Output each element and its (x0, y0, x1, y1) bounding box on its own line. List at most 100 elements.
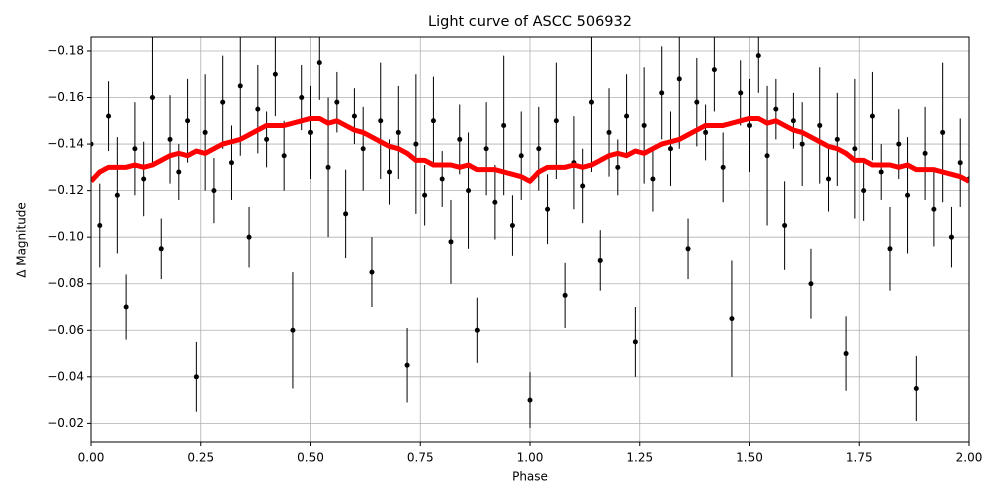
data-point (606, 129, 612, 135)
data-point (466, 188, 472, 194)
data-point (624, 113, 630, 119)
data-point (395, 129, 401, 135)
data-point (703, 129, 709, 135)
y-tick-label: −0.02 (47, 416, 84, 430)
data-point (747, 122, 752, 128)
data-point (922, 150, 928, 156)
y-tick-label: −0.08 (47, 276, 84, 290)
data-point (430, 118, 436, 124)
data-point (773, 106, 779, 112)
data-point (378, 118, 384, 124)
data-point (176, 169, 182, 175)
data-point (483, 146, 489, 152)
data-point (615, 164, 621, 170)
data-point (141, 176, 147, 182)
data-point (474, 327, 480, 333)
x-tick-label: 0.25 (187, 451, 214, 465)
binned-curve (91, 115, 969, 184)
data-point (834, 136, 840, 142)
y-axis-label: Δ Magnitude (15, 202, 29, 278)
data-point (106, 113, 112, 119)
data-point (720, 164, 726, 170)
data-point (685, 246, 691, 252)
data-point (711, 67, 717, 73)
data-point (632, 339, 638, 345)
data-point (518, 153, 524, 159)
data-point (334, 99, 340, 105)
data-point (931, 206, 937, 212)
data-point (492, 199, 498, 205)
x-tick-label: 2.00 (956, 451, 983, 465)
y-tick-label: −0.04 (47, 369, 84, 383)
y-tick-label: −0.18 (47, 43, 84, 57)
data-point (562, 292, 568, 298)
data-point (123, 304, 129, 310)
data-point (896, 141, 902, 147)
data-point (422, 192, 428, 198)
data-point (193, 374, 199, 380)
data-point (869, 113, 875, 119)
data-point (694, 99, 700, 105)
x-tick-label: 0.50 (297, 451, 324, 465)
data-point (887, 246, 893, 252)
data-point (536, 146, 542, 152)
data-point (764, 153, 770, 159)
data-point (790, 118, 796, 124)
data-point (439, 176, 445, 182)
data-point (316, 60, 322, 66)
data-point (509, 223, 515, 229)
data-point (158, 246, 164, 252)
data-point (448, 239, 454, 245)
data-point (948, 234, 954, 240)
data-point (588, 99, 594, 105)
data-point (220, 99, 226, 105)
data-point (799, 141, 805, 147)
x-axis-label: Phase (512, 470, 548, 484)
data-point (91, 141, 94, 147)
data-point (299, 95, 305, 101)
data-point (97, 223, 103, 229)
data-point (228, 160, 234, 166)
data-point (826, 176, 832, 182)
data-point (808, 281, 814, 287)
chart-title: Light curve of ASCC 506932 (428, 14, 632, 30)
data-point (281, 153, 287, 159)
data-point (237, 83, 243, 89)
data-point (264, 136, 270, 142)
data-point (843, 351, 849, 357)
y-tick-label: −0.12 (47, 183, 84, 197)
data-point (580, 183, 586, 189)
data-point (272, 71, 278, 77)
data-point (597, 257, 603, 263)
data-point (659, 90, 665, 96)
data-point (852, 146, 858, 152)
data-point (738, 90, 744, 96)
data-point (387, 169, 393, 175)
data-point (667, 146, 673, 152)
data-point (167, 136, 173, 142)
data-point (255, 106, 261, 112)
data-point (211, 188, 217, 194)
x-tick-label: 0.75 (407, 451, 434, 465)
data-point (501, 122, 507, 128)
data-point (755, 53, 761, 59)
data-point (782, 223, 788, 229)
x-tick-label: 1.00 (517, 451, 544, 465)
data-point (360, 146, 366, 152)
data-point (641, 122, 647, 128)
data-point (650, 176, 656, 182)
data-point (404, 362, 410, 368)
data-point (369, 269, 375, 275)
data-point (729, 316, 735, 322)
data-point (817, 122, 823, 128)
data-point (132, 146, 138, 152)
data-point (527, 397, 533, 403)
data-point (545, 206, 551, 212)
data-point (308, 129, 313, 135)
data-point (905, 192, 911, 198)
data-point (246, 234, 252, 240)
data-point (413, 141, 419, 147)
data-point (149, 95, 155, 101)
y-tick-label: −0.16 (47, 90, 84, 104)
x-tick-label: 1.75 (846, 451, 873, 465)
